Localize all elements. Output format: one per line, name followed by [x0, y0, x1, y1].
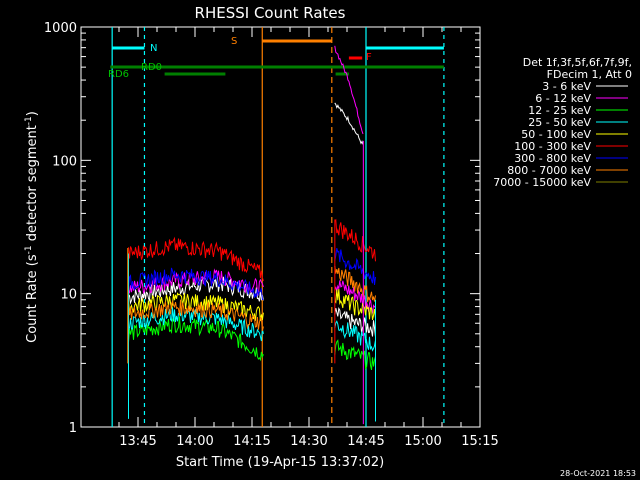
- x-tick-label: 15:15: [461, 434, 498, 449]
- legend: Det 1f,3f,5f,6f,7f,9f, FDecim 1, Att 0 3…: [493, 56, 632, 189]
- series-line: [334, 288, 376, 321]
- legend-label: 50 - 100 keV: [521, 128, 591, 141]
- legend-label: 800 - 7000 keV: [507, 164, 591, 177]
- series-line: [334, 247, 376, 285]
- timestamp: 28-Oct-2021 18:53: [560, 469, 636, 478]
- x-tick-label: 14:00: [176, 434, 213, 449]
- series-line: [334, 265, 376, 303]
- legend-label: 7000 - 15000 keV: [493, 176, 591, 189]
- x-axis-label: Start Time (19-Apr-15 13:37:02): [176, 455, 384, 470]
- s-flag-label: S: [231, 36, 237, 47]
- legend-label: 25 - 50 keV: [528, 116, 591, 129]
- series-line: [334, 339, 376, 371]
- series-line: [128, 292, 264, 322]
- x-tick-label: 14:15: [233, 434, 270, 449]
- f-flag-label: F: [366, 52, 372, 63]
- legend-label: 12 - 25 keV: [528, 104, 591, 117]
- series-line: [334, 320, 376, 352]
- legend-label: 6 - 12 keV: [535, 92, 591, 105]
- series-line: [334, 218, 376, 262]
- chart-title: RHESSI Count Rates: [195, 4, 346, 22]
- plot-frame: [80, 26, 481, 428]
- series-line: [334, 45, 364, 135]
- series-line: [128, 267, 264, 301]
- y-tick-label: 100: [52, 154, 77, 169]
- x-tick-label: 14:30: [290, 434, 327, 449]
- series-line: [128, 299, 264, 332]
- legend-label: 300 - 800 keV: [514, 152, 591, 165]
- y-tick-label: 1000: [44, 21, 77, 36]
- series-line: [128, 316, 264, 362]
- n-flag-label: N: [150, 43, 157, 54]
- y-tick-label: 10: [60, 288, 77, 303]
- series-line: [128, 236, 264, 282]
- rd6-flag-label: RD6: [108, 69, 129, 80]
- y-tick-label: 1: [69, 421, 77, 436]
- y-axis-label: Count Rate (s-1 detector segment-1): [24, 111, 40, 343]
- x-tick-label: 13:45: [119, 434, 156, 449]
- rd0-flag-label: RD0: [141, 62, 162, 73]
- legend-label: 3 - 6 keV: [542, 80, 591, 93]
- series-line: [334, 102, 364, 145]
- series-line: [334, 306, 376, 338]
- legend-label: 100 - 300 keV: [514, 140, 591, 153]
- x-tick-label: 15:00: [404, 434, 441, 449]
- legend-header-1: Det 1f,3f,5f,6f,7f,9f,: [523, 56, 632, 69]
- legend-header-2: FDecim 1, Att 0: [547, 68, 632, 81]
- x-tick-label: 14:45: [347, 434, 384, 449]
